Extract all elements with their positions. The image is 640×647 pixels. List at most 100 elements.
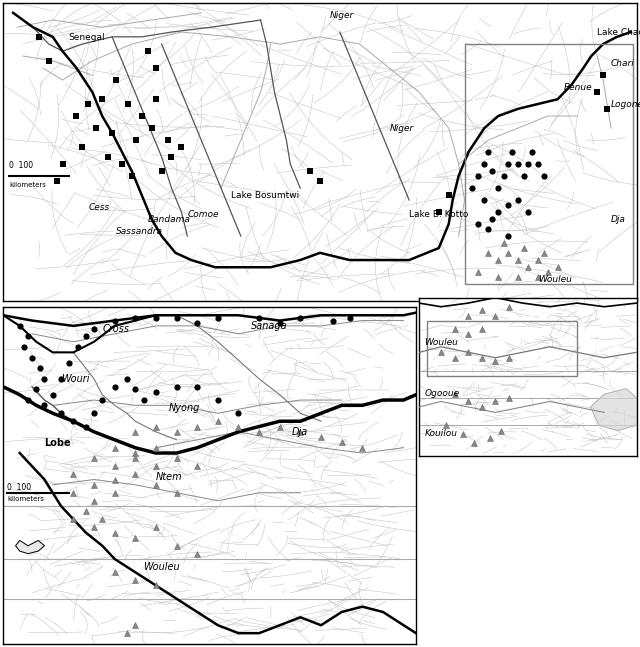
Text: Sassandra: Sassandra [116,227,163,236]
Text: Ogooue: Ogooue [425,389,460,398]
Point [490,356,500,367]
Point [130,620,140,630]
Point [523,159,533,170]
Point [357,443,367,453]
Point [503,248,513,258]
Point [337,437,347,448]
Point [503,159,513,170]
Point [117,159,127,170]
Point [463,329,474,339]
Point [483,248,493,258]
Point [442,420,452,430]
Text: Cross: Cross [102,324,129,334]
Point [68,469,79,479]
Point [519,243,529,253]
Text: Lake Bosumtwi: Lake Bosumtwi [231,191,299,200]
Point [234,408,244,419]
Point [147,123,157,133]
Point [31,384,42,395]
Point [109,382,120,392]
Point [122,374,132,384]
Point [552,262,563,272]
Point [513,255,523,265]
Point [479,159,490,170]
Point [503,231,513,241]
Point [463,347,474,357]
Point [493,272,503,282]
Point [131,135,141,145]
Point [151,479,161,490]
Point [111,75,121,85]
Point [81,506,91,516]
Point [81,421,91,432]
Point [519,171,529,181]
Point [523,262,533,272]
Point [254,313,264,323]
Point [192,421,202,432]
Point [107,127,117,138]
Point [490,397,500,407]
Bar [428,322,577,376]
Point [598,70,608,80]
Text: Kouilou: Kouilou [425,429,458,438]
Point [316,432,326,443]
Point [212,416,223,426]
Point [504,393,514,403]
Point [15,321,25,331]
Point [130,448,140,458]
Point [163,135,173,145]
Text: Senegal: Senegal [68,32,105,41]
Point [449,324,460,334]
Point [44,56,54,66]
Point [19,342,29,352]
Point [130,426,140,437]
Point [507,147,517,157]
Point [532,159,543,170]
Text: kilometers: kilometers [9,182,46,188]
Point [40,400,50,410]
Point [468,438,479,448]
Point [109,474,120,485]
Point [477,305,487,316]
Text: Comoe: Comoe [188,210,219,219]
Point [150,94,161,104]
Point [172,488,182,498]
Point [34,32,44,42]
Text: Niger: Niger [330,11,354,20]
Text: Ntem: Ntem [156,472,182,482]
Point [127,171,137,181]
Point [513,159,523,170]
Point [192,382,202,392]
Point [539,171,549,181]
Text: Sanaga: Sanaga [251,321,287,331]
Point [463,311,474,321]
Point [172,453,182,463]
Point [503,200,513,210]
Point [64,358,74,368]
Point [58,159,68,170]
Point [315,176,325,186]
Point [172,426,182,437]
Point [513,195,523,205]
Point [166,151,177,162]
Text: Dja: Dja [611,215,626,224]
Point [463,397,474,407]
Point [192,318,202,329]
Point [172,313,182,323]
Point [543,267,553,277]
Point [150,63,161,73]
Point [151,522,161,532]
Bar [465,44,633,284]
Point [68,488,79,498]
Point [89,408,99,419]
Point [143,46,153,56]
Point [122,628,132,639]
Point [493,255,503,265]
Point [47,389,58,400]
Text: Lake Chad: Lake Chad [597,28,640,37]
Point [151,313,161,323]
Point [496,426,506,436]
Point [539,248,549,258]
Point [151,461,161,472]
Text: Bandama: Bandama [148,215,191,224]
